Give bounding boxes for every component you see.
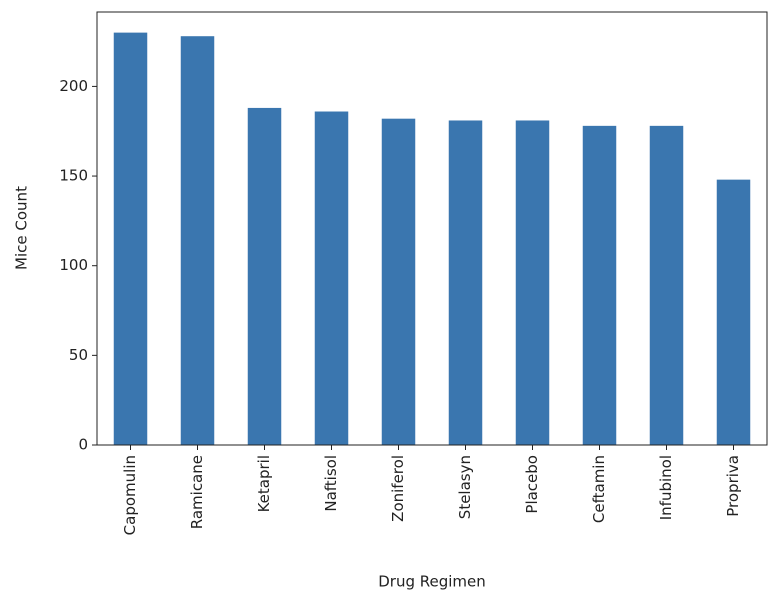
y-tick-label: 0 <box>78 436 88 454</box>
x-tick-label: Ketapril <box>255 455 273 512</box>
bar <box>247 107 282 445</box>
bar <box>113 32 148 445</box>
bar <box>716 179 751 445</box>
y-tick-label: 200 <box>59 77 88 95</box>
x-tick-label: Placebo <box>523 455 541 514</box>
x-tick-label: Ramicane <box>188 455 206 529</box>
x-tick-label: Naftisol <box>322 455 340 512</box>
bar <box>448 120 483 445</box>
bar <box>314 111 349 446</box>
x-tick-label: Ceftamin <box>590 455 608 523</box>
bar <box>582 125 617 446</box>
y-tick-label: 50 <box>69 346 88 364</box>
bar <box>649 125 684 446</box>
x-tick-label: Stelasyn <box>456 455 474 519</box>
x-axis-label: Drug Regimen <box>378 573 486 591</box>
x-tick-label: Propriva <box>724 455 742 517</box>
y-tick-label: 100 <box>59 256 88 274</box>
bar <box>381 118 416 446</box>
x-tick-label: Zoniferol <box>389 455 407 522</box>
plot-frame <box>96 11 768 446</box>
bar <box>180 36 215 446</box>
y-axis-label: Mice Count <box>13 186 31 270</box>
bar <box>515 120 550 445</box>
y-tick-label: 150 <box>59 167 88 185</box>
x-tick-label: Capomulin <box>121 455 139 535</box>
x-tick-label: Infubinol <box>657 455 675 520</box>
